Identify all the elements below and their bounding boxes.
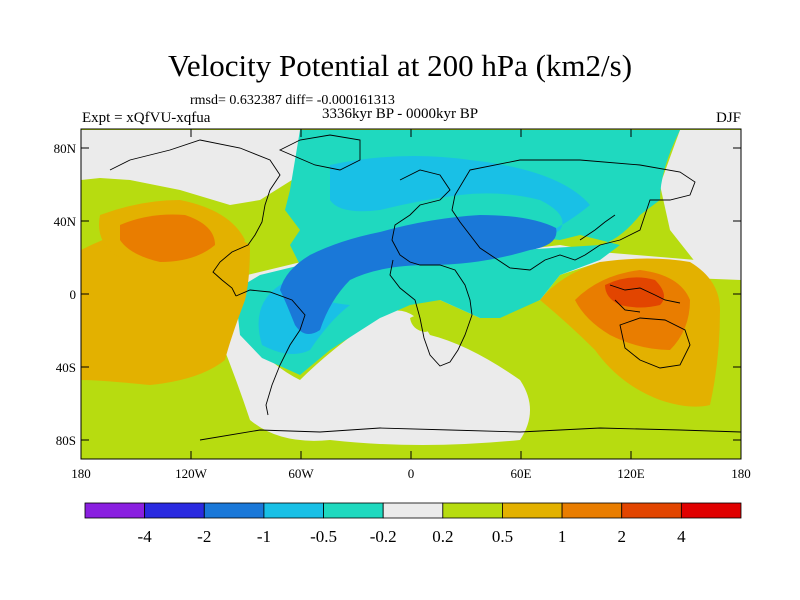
field-band-neg-1 [280, 215, 557, 334]
lon-tick-label: 180 [71, 466, 91, 481]
colorbar-swatch [144, 502, 205, 519]
colorbar-label: -2 [197, 527, 211, 546]
lon-tick-label: 120W [175, 466, 208, 481]
experiment-label: Expt = xQfVU-xqfua [82, 110, 211, 126]
lat-tick-label: 40S [56, 360, 76, 375]
lon-tick-label: 60E [511, 466, 532, 481]
lat-tick-label: 40N [54, 214, 77, 229]
field-band-neg-0.5 [258, 156, 590, 354]
lat-tick-label: 80N [54, 141, 77, 156]
field-patch-gulf-of-guinea [410, 314, 438, 332]
colorbar-label: -0.5 [310, 527, 337, 546]
lat-tick-label: 0 [70, 287, 77, 302]
colorbar-swatch [382, 502, 444, 519]
field-band-pos-2-indo-pacific [605, 277, 664, 308]
stats-label: rmsd= 0.632387 diff= -0.000161313 [190, 93, 395, 108]
colorbar-swatch [263, 502, 324, 519]
colorbar-swatch [502, 502, 563, 519]
colorbar-label: 0.5 [492, 527, 513, 546]
map-title: Velocity Potential at 200 hPa (km2/s) [167, 48, 633, 83]
colorbar-label: -0.2 [370, 527, 397, 546]
lon-axis: 180 120W 60W 0 60E 120E 180 [71, 129, 751, 481]
colorbar-swatch [680, 502, 742, 519]
lat-tick-label: 80S [56, 433, 76, 448]
field-near-zero-south-atlantic [200, 290, 530, 445]
lon-tick-label: 0 [408, 466, 415, 481]
colorbar-label: 4 [677, 527, 686, 546]
contour-field [81, 129, 741, 459]
period-label: 3336kyr BP - 0000kyr BP [322, 106, 479, 122]
colorbar-swatch [442, 502, 503, 519]
colorbar-label: 2 [617, 527, 626, 546]
colorbar-swatch [561, 502, 623, 519]
lat-axis: 80N 40N 0 40S 80S [54, 141, 741, 448]
colorbar-label: -1 [257, 527, 271, 546]
colorbar-swatch [621, 502, 682, 519]
colorbar-label: 1 [558, 527, 567, 546]
field-near-zero-north-america [81, 130, 300, 205]
field-band-pos-1-north-pacific [120, 214, 215, 262]
coastlines [109, 134, 741, 441]
colorbar-swatch [84, 502, 146, 519]
colorbar-swatch [203, 502, 265, 519]
season-label: DJF [715, 110, 741, 126]
colorbar-label: 0.2 [432, 527, 453, 546]
colorbar-label: -4 [138, 527, 153, 546]
colorbar-swatch [323, 502, 384, 519]
field-near-zero-north-pacific-east [660, 130, 741, 270]
lon-tick-label: 120E [617, 466, 645, 481]
lon-tick-label: 60W [288, 466, 314, 481]
lon-tick-label: 180 [731, 466, 751, 481]
colorbar: -4 -2 -1 -0.5 -0.2 0.2 0.5 1 2 4 [84, 502, 742, 546]
